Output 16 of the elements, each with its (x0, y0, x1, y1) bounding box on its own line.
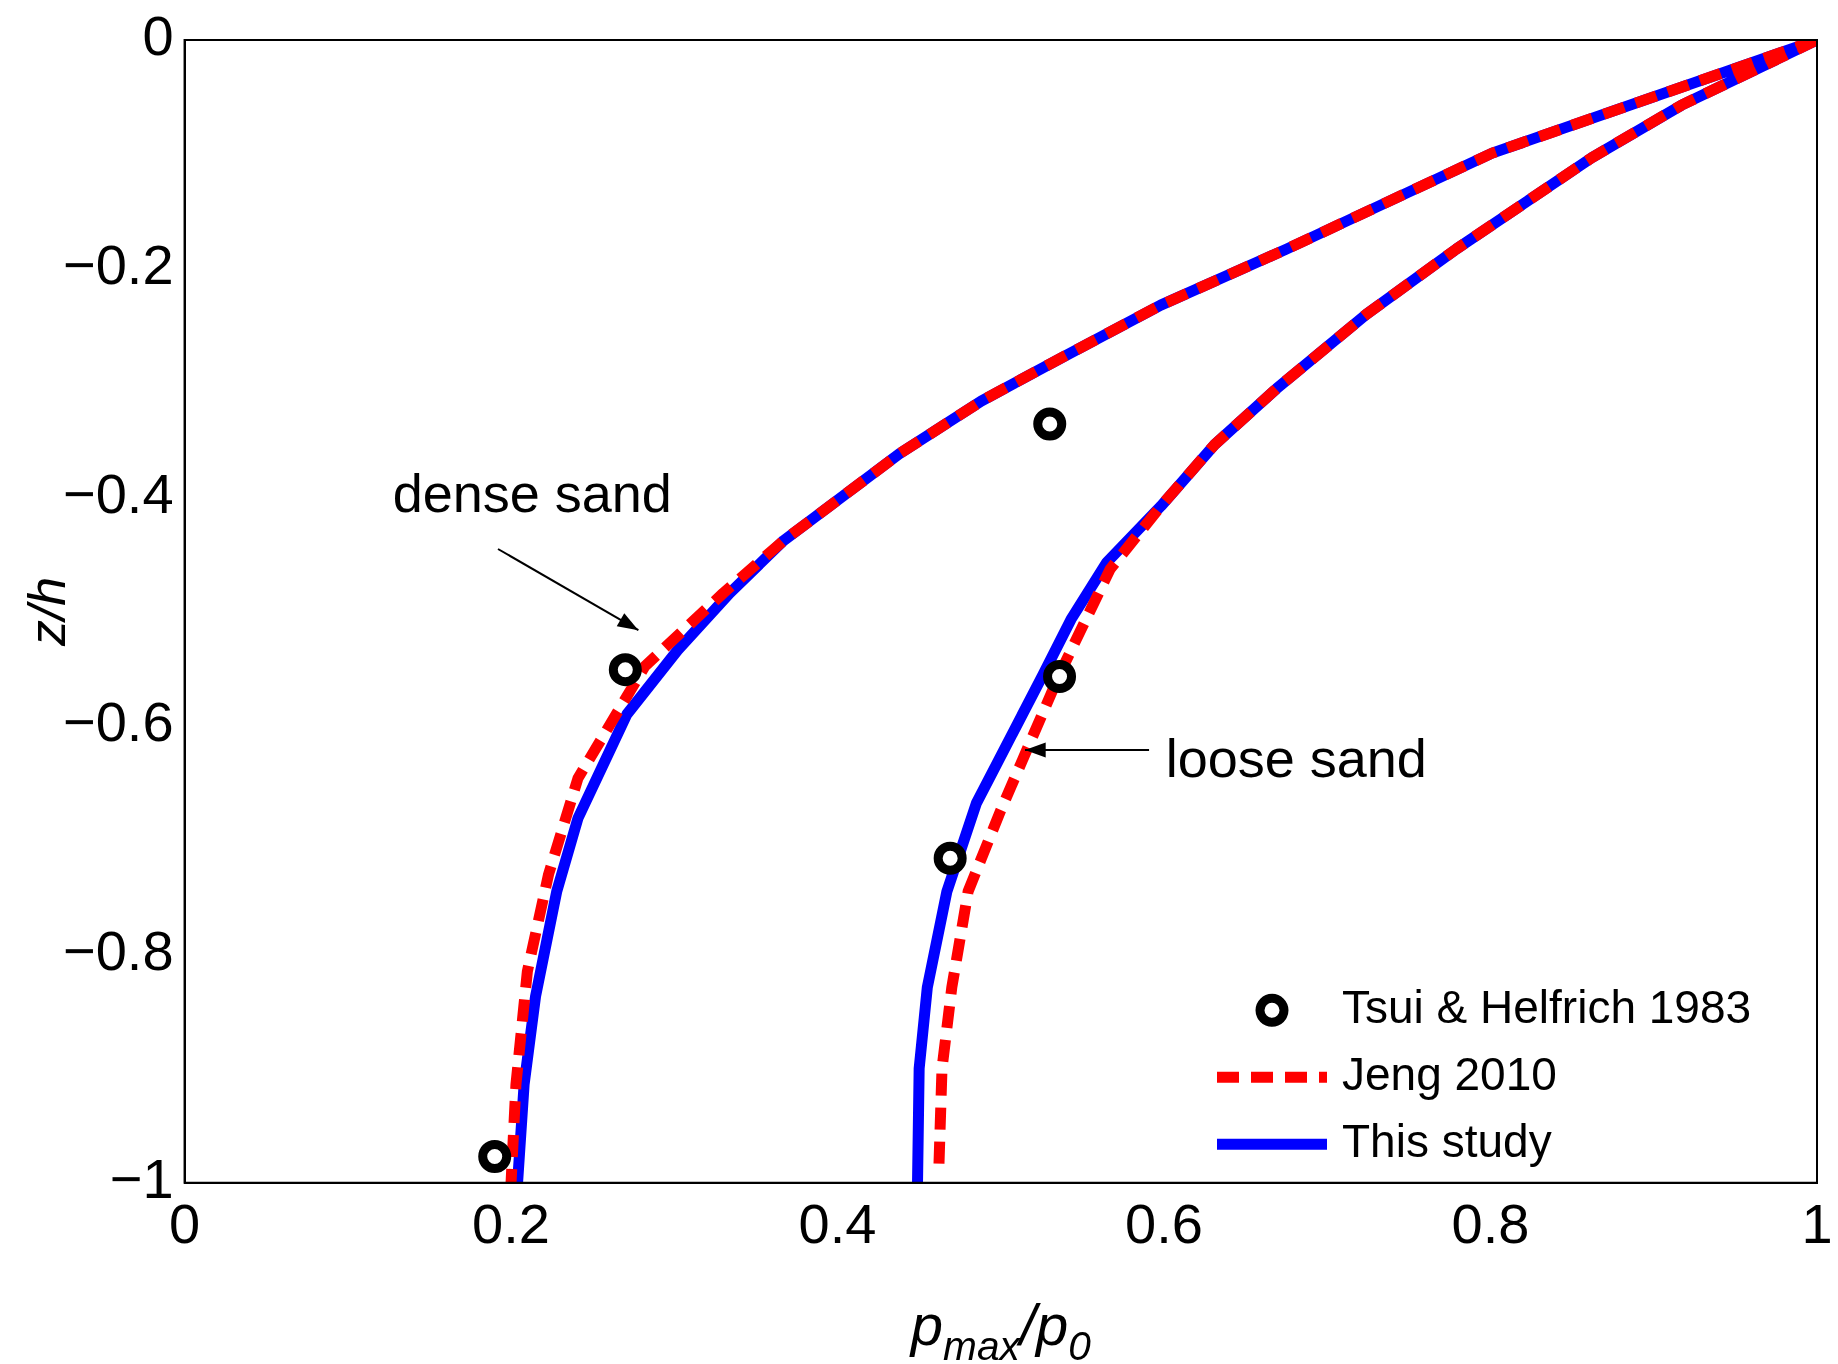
y-tick-label: −0.6 (62, 690, 174, 754)
x-tick-label: 0.6 (1125, 1191, 1203, 1255)
legend-label: This study (1342, 1114, 1552, 1167)
y-tick-label: 0 (142, 4, 174, 68)
y-axis-title: z/h (18, 576, 76, 648)
x-tick-label: 1 (1801, 1191, 1833, 1255)
legend-label: Tsui & Helfrich 1983 (1342, 980, 1752, 1033)
annotation: dense sand (392, 463, 672, 524)
x-tick-label: 0.8 (1451, 1191, 1530, 1255)
x-tick-label: 0.2 (472, 1191, 550, 1255)
y-tick-label: −0.2 (62, 233, 174, 296)
annotation: loose sand (1165, 728, 1427, 789)
x-tick-label: 0.4 (798, 1191, 877, 1255)
y-tick-label: −0.8 (62, 918, 174, 982)
legend-label: Jeng 2010 (1342, 1047, 1557, 1100)
y-tick-label: −0.4 (62, 461, 174, 525)
